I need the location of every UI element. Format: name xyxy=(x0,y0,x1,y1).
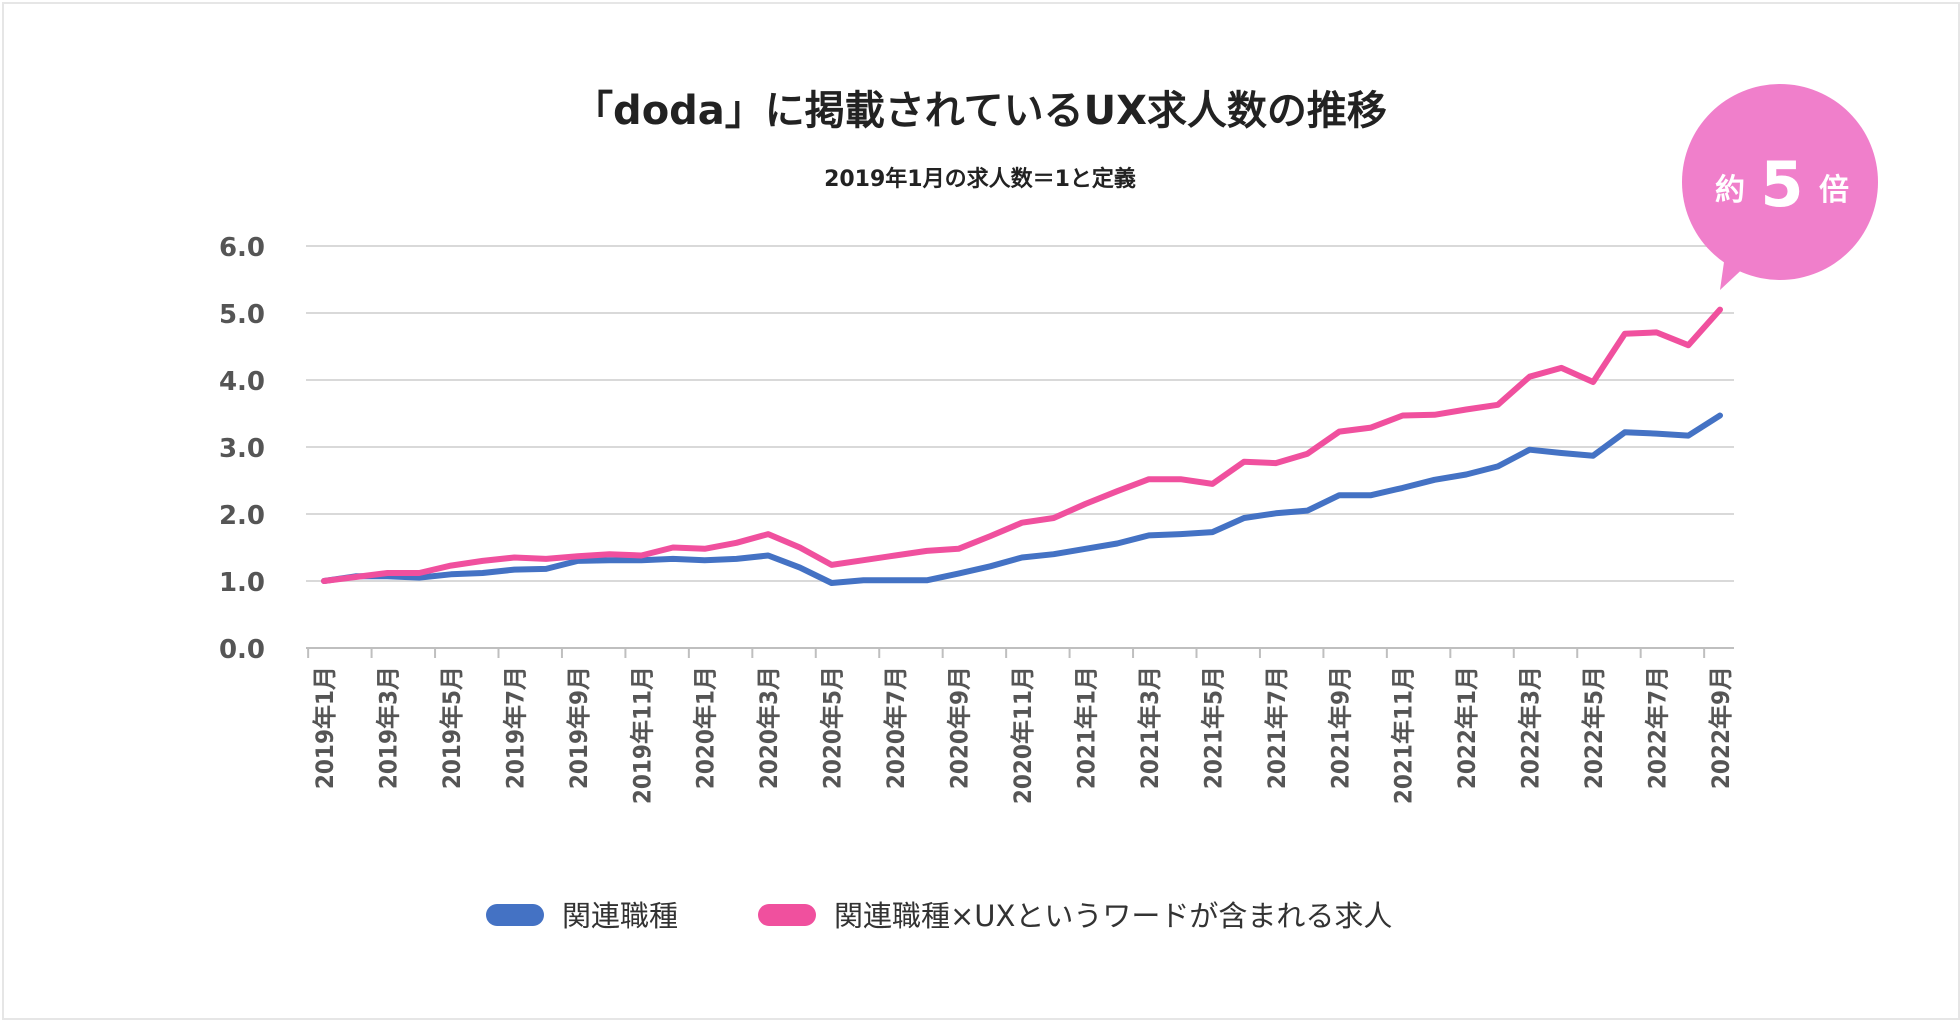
chart-title: 「doda」に掲載されているUX求人数の推移 xyxy=(573,88,1387,134)
series-line-related-jobs xyxy=(321,412,1723,586)
legend-swatch-ux-jobs xyxy=(758,904,816,926)
y-tick-label: 0.0 xyxy=(219,635,265,665)
x-tick-label: 2020年7月 xyxy=(882,666,910,789)
x-tick-label: 2019年5月 xyxy=(438,666,466,789)
x-axis-ticks: 2019年1月 2019年3月 2019年5月 2019年7月 2019年9月 2019年… xyxy=(311,666,1735,804)
series-line-ux-jobs xyxy=(321,306,1723,584)
ratio-callout-bubble: 約 5 倍 xyxy=(1682,84,1878,290)
y-tick-label: 2.0 xyxy=(219,501,265,531)
callout-circle xyxy=(1682,84,1878,280)
x-tick-label: 2022年7月 xyxy=(1644,666,1672,789)
series-lines xyxy=(321,306,1723,586)
y-tick-label: 1.0 xyxy=(219,568,265,598)
y-tick-label: 4.0 xyxy=(219,367,265,397)
x-tick-label: 2019年11月 xyxy=(628,666,656,804)
callout-suffix: 倍 xyxy=(1819,173,1849,208)
callout-prefix: 約 xyxy=(1715,173,1745,208)
legend-label-ux-jobs: 関連職種×UXというワードが含まれる求人 xyxy=(834,899,1392,933)
x-tick-label: 2022年5月 xyxy=(1580,666,1608,789)
x-tick-label: 2021年11月 xyxy=(1390,666,1418,804)
x-tick-label: 2020年1月 xyxy=(692,666,720,789)
x-tick-label: 2019年3月 xyxy=(374,666,402,789)
y-tick-label: 5.0 xyxy=(219,300,265,330)
x-tick-label: 2021年5月 xyxy=(1199,666,1227,789)
x-tick-label: 2019年1月 xyxy=(311,666,339,789)
callout-value: 5 xyxy=(1760,148,1803,221)
legend: 関連職種 関連職種×UXというワードが含まれる求人 xyxy=(486,899,1392,933)
legend-swatch-related-jobs xyxy=(486,904,544,926)
x-tick-label: 2021年1月 xyxy=(1072,666,1100,789)
x-tick-label: 2022年3月 xyxy=(1517,666,1545,789)
legend-label-related-jobs: 関連職種 xyxy=(562,899,678,933)
x-tick-label: 2021年3月 xyxy=(1136,666,1164,789)
x-axis xyxy=(306,647,1734,658)
x-tick-label: 2019年7月 xyxy=(501,666,529,789)
y-tick-label: 3.0 xyxy=(219,434,265,464)
x-tick-label: 2020年11月 xyxy=(1009,666,1037,804)
y-axis-ticks: 0.0 1.0 2.0 3.0 4.0 5.0 6.0 xyxy=(219,233,265,665)
y-tick-label: 6.0 xyxy=(219,233,265,263)
chart-subtitle: 2019年1月の求人数＝1と定義 xyxy=(824,166,1136,192)
x-tick-label: 2022年9月 xyxy=(1707,666,1735,789)
x-tick-label: 2020年9月 xyxy=(946,666,974,789)
x-tick-label: 2021年7月 xyxy=(1263,666,1291,789)
x-tick-label: 2019年9月 xyxy=(565,666,593,789)
gridlines xyxy=(306,245,1734,582)
x-tick-label: 2020年3月 xyxy=(755,666,783,789)
x-tick-label: 2021年9月 xyxy=(1326,666,1354,789)
x-tick-label: 2022年1月 xyxy=(1453,666,1481,789)
x-tick-label: 2020年5月 xyxy=(819,666,847,789)
